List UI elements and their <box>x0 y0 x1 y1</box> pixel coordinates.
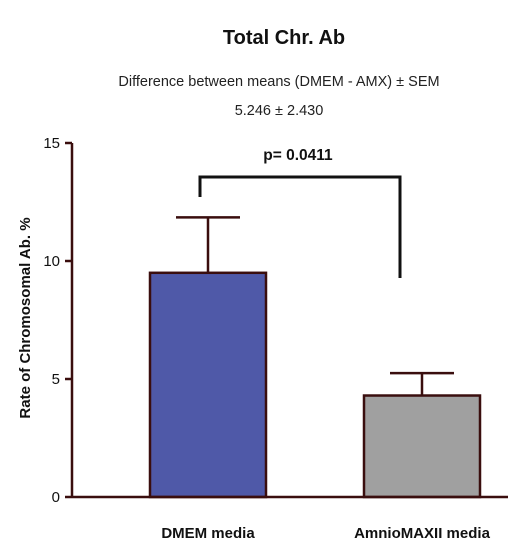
x-category-label: DMEM media <box>161 525 255 542</box>
y-tick-label: 15 <box>43 135 60 152</box>
y-tick-label: 0 <box>52 489 60 506</box>
y-axis-label: Rate of Chromosomal Ab. % <box>17 217 34 418</box>
y-tick-label: 10 <box>43 253 60 270</box>
significance-bracket <box>198 175 402 278</box>
significance-label: p= 0.0411 <box>263 147 333 164</box>
bar <box>148 271 268 499</box>
chart-title: Total Chr. Ab <box>223 27 345 49</box>
bar <box>362 394 482 499</box>
chart-subtitle-difference: Difference between means (DMEM - AMX) ± … <box>118 74 439 90</box>
y-tick-label: 5 <box>52 371 60 388</box>
chart-subtitle-value: 5.246 ± 2.430 <box>235 103 324 119</box>
plot-area: 0 5 10 15 DMEM media AmnioMAXII media p= 0.041… <box>43 135 508 542</box>
x-category-label: AmnioMAXII media <box>354 525 491 542</box>
